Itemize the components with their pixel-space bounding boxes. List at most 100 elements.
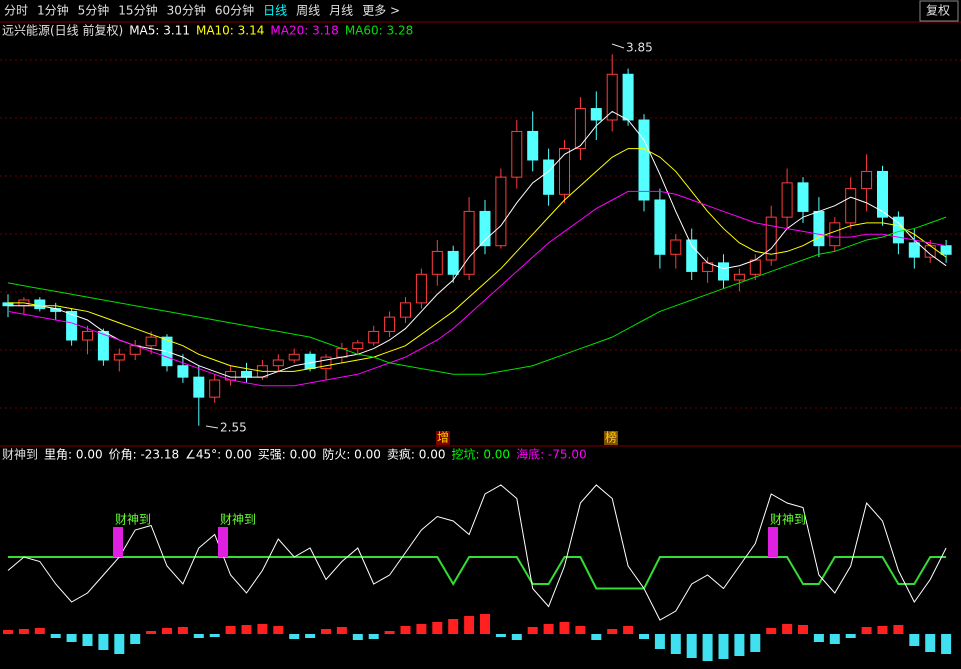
marker-box	[604, 431, 618, 445]
low-label: 2.55	[220, 421, 247, 435]
signal-label: 财神到	[115, 513, 151, 527]
histogram-bar	[893, 625, 904, 634]
tab[interactable]: 周线	[296, 4, 320, 18]
histogram-bar	[591, 634, 602, 640]
histogram-bar	[480, 614, 490, 634]
histogram-bar	[623, 626, 634, 634]
button-frame	[919, 0, 959, 22]
histogram-bar	[559, 622, 570, 634]
histogram-bar	[464, 616, 475, 634]
histogram-bar	[50, 634, 61, 638]
candle-body	[686, 239, 698, 272]
candle-body	[66, 310, 78, 341]
histogram-bar	[877, 626, 888, 634]
tab[interactable]: 日线	[263, 4, 287, 18]
indicator-value: 买强: 0.00	[258, 448, 317, 462]
histogram-bar	[670, 634, 681, 654]
indicator-value: 挖坑: 0.00	[451, 447, 510, 462]
candle-body	[622, 73, 634, 121]
candle-body	[574, 108, 586, 150]
candle-body	[400, 302, 411, 318]
histogram-bar	[82, 634, 93, 646]
tab[interactable]: 更多 >	[362, 4, 400, 18]
candle-body	[590, 108, 602, 121]
histogram-bar	[416, 624, 427, 634]
candle-body	[431, 250, 443, 275]
histogram-bar	[289, 634, 300, 639]
histogram-bar	[257, 624, 268, 634]
histogram-bar	[3, 630, 13, 634]
histogram-bar	[352, 634, 363, 640]
button[interactable]: 复权	[926, 4, 950, 18]
histogram-bar	[511, 634, 522, 640]
candle-body	[272, 359, 284, 367]
histogram-bar	[861, 627, 872, 634]
candle-body	[415, 273, 427, 304]
ma-line	[8, 148, 947, 372]
histogram-bar	[162, 628, 172, 634]
histogram-bar	[909, 634, 920, 646]
candle-body	[638, 119, 650, 201]
candle-body	[368, 330, 380, 344]
candle-body	[511, 130, 523, 178]
histogram-bar	[384, 631, 395, 634]
ma-line	[7, 216, 947, 375]
legend-entry: MA10: 3.14	[196, 24, 264, 38]
candle-body	[304, 353, 316, 370]
signal-label: 财神到	[770, 513, 806, 527]
candle-body	[940, 245, 952, 255]
indicator-value: 里角: 0.00	[44, 448, 103, 462]
histogram-bar	[766, 628, 777, 634]
histogram-bar	[146, 631, 157, 634]
indicator-value: 价角: -23.18	[109, 448, 180, 462]
histogram-bar	[734, 634, 745, 656]
candle-body	[241, 370, 252, 378]
candle-body	[861, 170, 873, 190]
candle-body	[606, 73, 618, 121]
indicator-value: 卖疯: 0.00	[387, 447, 446, 462]
signal-bar	[768, 527, 778, 557]
histogram-bar	[654, 634, 665, 649]
tab[interactable]: 5分钟	[78, 3, 110, 18]
histogram-bar	[305, 634, 316, 638]
histogram-bar	[209, 634, 220, 637]
tab[interactable]: 15分钟	[118, 3, 157, 18]
candle-body	[527, 130, 539, 161]
candle-body	[781, 182, 793, 218]
tab[interactable]: 60分钟	[215, 3, 254, 18]
histogram-bar	[193, 634, 204, 638]
histogram-bar	[782, 624, 793, 634]
histogram-bar	[432, 622, 443, 634]
candle-body	[384, 316, 396, 332]
candle-body	[447, 250, 459, 275]
tab[interactable]: 分时	[4, 4, 28, 18]
candle-body	[877, 170, 888, 218]
tab[interactable]: 1分钟	[37, 3, 69, 18]
legend-entry: MA20: 3.18	[270, 24, 338, 38]
indicator-line	[7, 484, 947, 621]
histogram-bar	[829, 634, 840, 644]
histogram-bar	[718, 634, 729, 659]
candle-body	[813, 210, 825, 247]
candle-body	[718, 262, 729, 281]
chart-title: 远兴能源(日线 前复权)	[2, 23, 123, 38]
candle-body	[177, 365, 189, 378]
tab[interactable]: 30分钟	[167, 3, 206, 18]
signal-label: 财神到	[220, 513, 256, 527]
histogram-bar	[400, 626, 411, 634]
indicator-green	[8, 556, 947, 590]
tab[interactable]: 月线	[329, 4, 353, 18]
histogram-bar	[527, 627, 538, 634]
histogram-bar	[448, 619, 459, 634]
ma-line	[7, 190, 947, 387]
histogram-bar	[225, 626, 236, 634]
signal-bar	[218, 527, 228, 557]
histogram-bar	[18, 629, 29, 634]
ma-line	[8, 110, 947, 378]
histogram-bar	[798, 625, 808, 634]
candle-body	[113, 353, 125, 361]
candle-body	[193, 376, 205, 398]
histogram-bar	[639, 634, 649, 639]
